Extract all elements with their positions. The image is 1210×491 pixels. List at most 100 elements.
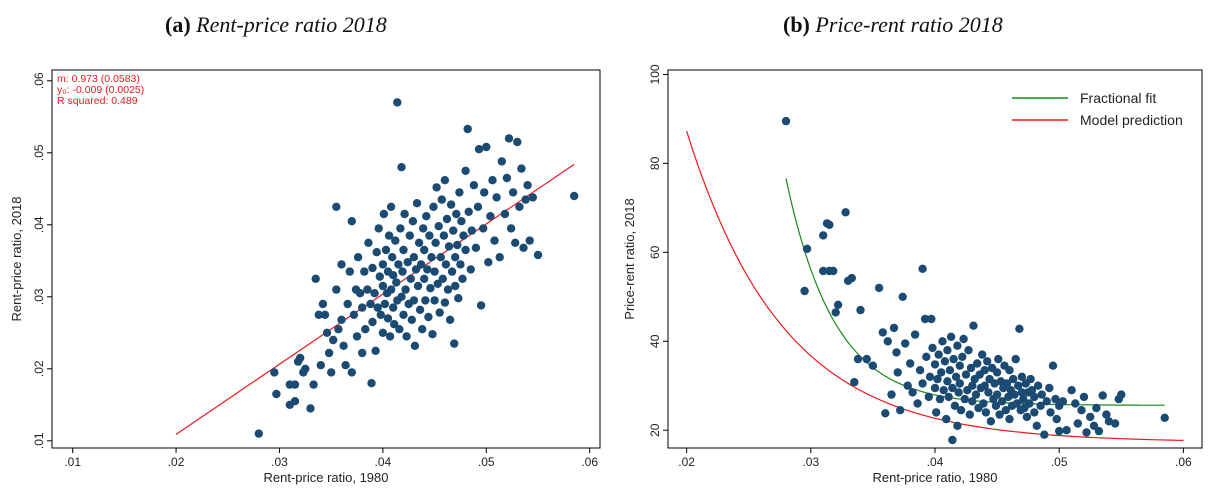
data-point bbox=[1025, 399, 1034, 408]
data-point bbox=[368, 263, 377, 273]
data-point bbox=[898, 292, 907, 301]
data-point bbox=[364, 238, 373, 247]
data-point bbox=[418, 325, 427, 334]
data-point bbox=[397, 292, 406, 301]
data-point bbox=[401, 285, 410, 294]
data-point bbox=[825, 220, 834, 229]
data-point bbox=[399, 310, 408, 319]
data-point bbox=[480, 188, 489, 197]
data-point bbox=[913, 399, 922, 408]
data-point bbox=[980, 366, 989, 375]
data-point bbox=[1027, 386, 1037, 395]
data-point bbox=[944, 392, 953, 402]
data-point bbox=[819, 231, 828, 240]
y-tick-label: .05 bbox=[32, 144, 46, 161]
data-point bbox=[444, 242, 454, 251]
data-point bbox=[430, 267, 439, 276]
data-point bbox=[490, 236, 499, 245]
data-point bbox=[322, 328, 332, 337]
data-point bbox=[939, 386, 948, 395]
data-point bbox=[424, 312, 433, 322]
data-point bbox=[306, 404, 315, 413]
caption-a-title: Rent-price ratio 2018 bbox=[196, 12, 387, 37]
data-point bbox=[410, 341, 420, 350]
data-point bbox=[395, 325, 404, 334]
data-point bbox=[451, 253, 460, 262]
data-point bbox=[270, 368, 279, 377]
data-point bbox=[781, 116, 791, 126]
stats-annotation: y₀: -0.009 (0.0025) bbox=[57, 84, 144, 96]
data-point bbox=[378, 281, 388, 291]
data-point bbox=[959, 334, 968, 344]
data-point bbox=[521, 195, 530, 204]
data-point bbox=[1037, 390, 1047, 399]
data-point bbox=[992, 390, 1002, 399]
data-point bbox=[955, 361, 964, 370]
data-point bbox=[464, 207, 473, 216]
data-point bbox=[385, 332, 395, 341]
data-point bbox=[953, 421, 962, 430]
data-point bbox=[874, 283, 884, 293]
data-point bbox=[979, 399, 988, 408]
data-point bbox=[296, 353, 305, 363]
data-point bbox=[997, 397, 1007, 406]
data-point bbox=[396, 224, 405, 233]
data-point bbox=[373, 303, 382, 312]
data-point bbox=[254, 429, 263, 438]
data-point bbox=[901, 339, 910, 348]
y-tick-label: .03 bbox=[32, 288, 46, 305]
data-point bbox=[456, 260, 465, 269]
data-point bbox=[415, 305, 425, 314]
data-point bbox=[896, 406, 905, 415]
data-point bbox=[984, 388, 993, 397]
data-point bbox=[439, 231, 449, 240]
data-point bbox=[388, 253, 397, 262]
data-point bbox=[918, 264, 927, 273]
data-point bbox=[850, 378, 859, 387]
data-point bbox=[482, 142, 491, 152]
data-point bbox=[309, 380, 318, 389]
data-point bbox=[386, 202, 396, 211]
data-point bbox=[893, 368, 902, 377]
data-point bbox=[1012, 399, 1022, 408]
data-point bbox=[502, 173, 512, 183]
data-point bbox=[434, 222, 443, 231]
data-point bbox=[995, 410, 1004, 419]
data-point bbox=[347, 217, 356, 226]
data-point bbox=[380, 299, 390, 309]
data-point bbox=[318, 299, 328, 309]
data-point bbox=[374, 224, 383, 233]
data-point bbox=[467, 226, 476, 235]
data-point bbox=[320, 310, 330, 319]
data-point bbox=[946, 332, 956, 341]
data-point bbox=[353, 253, 363, 262]
data-point bbox=[513, 137, 522, 147]
data-point bbox=[332, 202, 341, 211]
y-tick-label: .02 bbox=[32, 360, 46, 377]
data-point bbox=[932, 408, 941, 417]
data-point bbox=[1098, 391, 1107, 400]
data-point bbox=[486, 212, 495, 221]
data-point bbox=[420, 274, 429, 283]
data-point bbox=[474, 145, 484, 154]
data-point bbox=[1073, 419, 1083, 428]
data-point bbox=[1045, 383, 1054, 393]
data-point bbox=[429, 202, 438, 211]
data-point bbox=[469, 181, 479, 190]
data-point bbox=[956, 406, 966, 415]
data-point bbox=[991, 401, 1001, 410]
data-point bbox=[352, 332, 362, 341]
data-point bbox=[272, 389, 281, 399]
data-point bbox=[517, 164, 526, 173]
data-point bbox=[378, 260, 388, 269]
data-point bbox=[398, 267, 407, 276]
data-point bbox=[403, 258, 412, 267]
chart-a: .01 .02 .03 .04 .05 .06 .01 .02 .03 .04 .05 .06 Rent… bbox=[9, 69, 601, 485]
data-point bbox=[1110, 419, 1120, 428]
data-point bbox=[533, 250, 543, 260]
data-point bbox=[802, 244, 812, 253]
data-point bbox=[463, 124, 472, 134]
y-tick-label: 60 bbox=[648, 245, 662, 259]
data-point bbox=[371, 346, 380, 355]
data-point bbox=[419, 224, 428, 233]
